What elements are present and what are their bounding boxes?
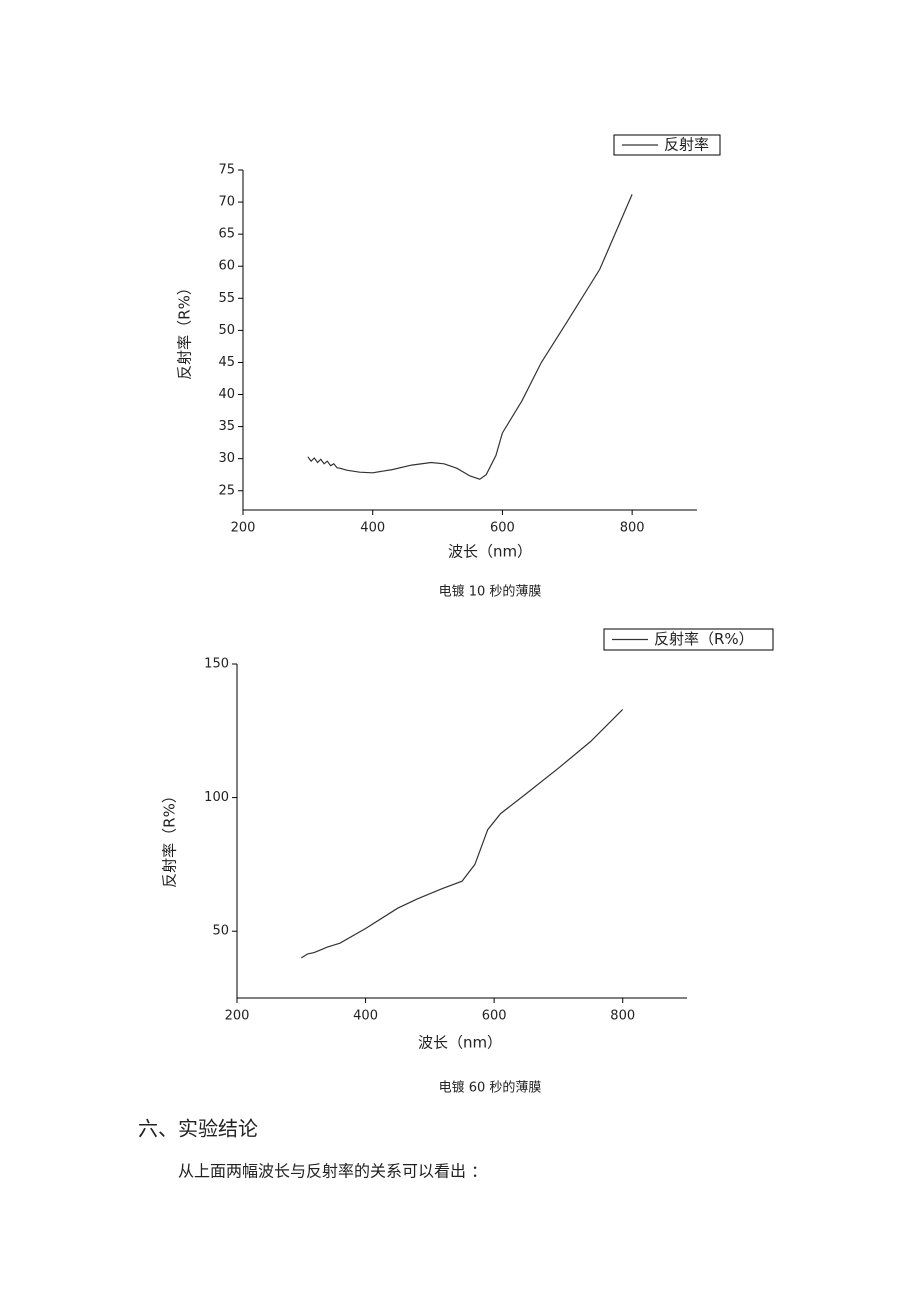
y-tick-label: 45 [218,355,235,370]
y-tick-label: 100 [204,790,229,805]
y-tick-label: 65 [218,227,235,242]
x-tick-label: 200 [225,1009,250,1024]
legend-label: 反射率（R%） [654,630,754,648]
y-tick-label: 75 [218,163,235,178]
y-tick-label: 70 [218,195,235,210]
legend-box [603,628,774,651]
x-tick-label: 600 [490,521,515,536]
x-tick-label: 200 [231,521,256,536]
data-line [300,708,624,959]
section-heading: 六、实验结论 [138,1117,258,1141]
x-axis-label: 波长（nm） [448,543,532,561]
y-tick-label: 30 [218,451,235,466]
x-tick-label: 800 [620,521,645,536]
caption: 电镀 10 秒的薄膜 [439,584,542,600]
y-tick-label: 50 [212,924,229,939]
y-tick-label: 55 [218,291,235,306]
legend-label: 反射率 [664,136,709,154]
y-axis-label: 反射率（R%） [161,788,179,888]
data-line [307,194,633,480]
y-tick-label: 50 [218,323,235,338]
y-tick-label: 35 [218,419,235,434]
x-tick-label: 400 [353,1009,378,1024]
x-tick-label: 800 [610,1009,635,1024]
y-tick-label: 25 [218,483,235,498]
caption: 电镀 60 秒的薄膜 [439,1080,542,1096]
legend-box [613,134,721,156]
paragraph: 从上面两幅波长与反射率的关系可以看出 ： [178,1162,487,1181]
x-tick-label: 400 [360,521,385,536]
y-tick-label: 150 [204,657,229,672]
y-tick-label: 60 [218,259,235,274]
y-axis-label: 反射率（R%） [176,280,194,380]
x-axis-label: 波长（nm） [418,1034,502,1052]
y-tick-label: 40 [218,387,235,402]
x-tick-label: 600 [482,1009,507,1024]
